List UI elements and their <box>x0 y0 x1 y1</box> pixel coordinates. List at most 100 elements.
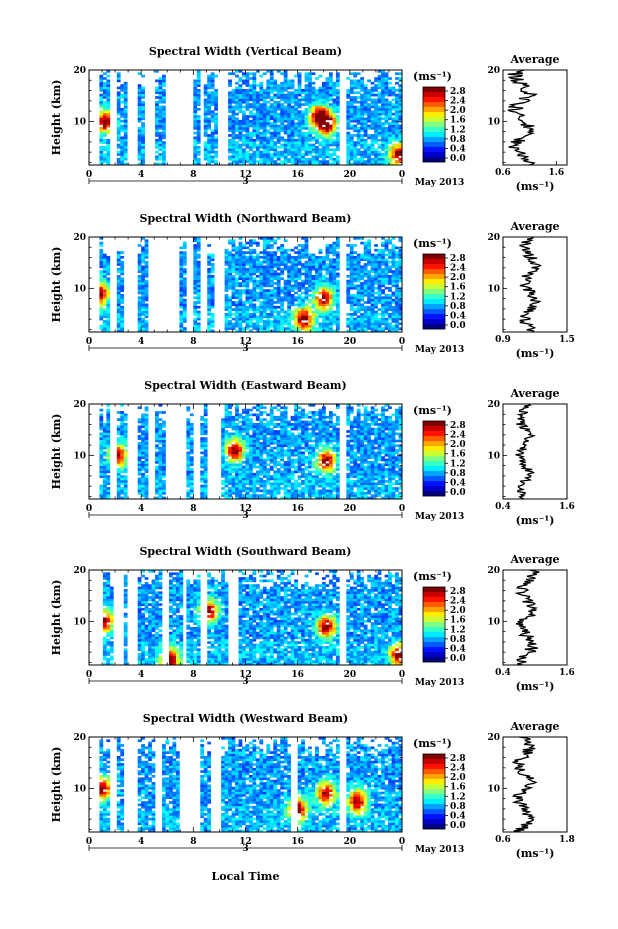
heatmap-cell <box>332 81 337 85</box>
heatmap-cell <box>304 98 309 102</box>
heatmap-cell <box>360 286 365 290</box>
heatmap-cell <box>242 329 246 333</box>
heatmap-cell <box>395 77 399 80</box>
heatmap-cell <box>252 315 257 319</box>
heatmap-cell <box>106 404 111 407</box>
heatmap-cell <box>325 146 330 149</box>
heatmap-cell <box>106 270 111 273</box>
heatmap-cell <box>325 270 330 273</box>
heatmap-cell <box>328 296 333 300</box>
heatmap-cell <box>318 313 323 316</box>
heatmap-cell <box>158 148 163 152</box>
heatmap-cell <box>294 310 298 314</box>
heatmap-cell <box>332 148 337 152</box>
heatmap-cell <box>328 248 333 252</box>
heatmap-cell <box>231 148 236 152</box>
heatmap-cell <box>294 260 298 264</box>
heatmap-cell <box>315 98 319 102</box>
heatmap-cell <box>262 260 267 264</box>
heatmap-cell <box>120 284 125 288</box>
heatmap-cell <box>353 84 358 87</box>
heatmap-cell <box>106 489 111 493</box>
heatmap-cell <box>318 265 323 269</box>
heatmap-cell <box>155 146 159 149</box>
heatmap-cell <box>137 105 142 109</box>
heatmap-cell <box>137 317 142 321</box>
heatmap-cell <box>276 157 281 161</box>
heatmap-cell <box>335 317 340 321</box>
heatmap-cell <box>262 267 267 271</box>
heatmap-cell <box>395 124 399 128</box>
heatmap-cell <box>297 256 302 259</box>
heatmap-cell <box>235 284 239 288</box>
heatmap-cell <box>99 301 104 304</box>
heatmap-cell <box>99 127 104 130</box>
heatmap-cell <box>304 134 309 137</box>
heatmap-cell <box>158 79 163 83</box>
heatmap-cell <box>116 458 121 462</box>
heatmap-cell <box>203 475 208 478</box>
heatmap-cell <box>304 308 309 311</box>
heatmap-cell <box>106 263 111 266</box>
heatmap-cell <box>269 81 274 85</box>
heatmap-cell <box>207 74 212 78</box>
heatmap-cell <box>381 89 385 92</box>
heatmap-cell <box>102 155 107 159</box>
heatmap-cell <box>116 124 121 128</box>
heatmap-cell <box>353 141 358 144</box>
heatmap-cell <box>224 270 229 273</box>
heatmap-cell <box>179 258 184 262</box>
heatmap-cell <box>297 289 302 292</box>
heatmap-cell <box>283 291 288 295</box>
heatmap-cell <box>137 430 142 433</box>
heatmap-cell <box>335 131 340 135</box>
heatmap-cell <box>311 275 316 278</box>
heatmap-cell <box>318 74 323 78</box>
heatmap-cell <box>335 275 340 278</box>
heatmap-cell <box>248 153 253 156</box>
heatmap-cell <box>189 487 194 490</box>
heatmap-cell <box>266 260 271 264</box>
heatmap-cell <box>280 308 285 311</box>
heatmap-cell <box>374 277 378 281</box>
colorbar-segment <box>423 157 445 163</box>
heatmap-cell <box>315 100 319 104</box>
heatmap-cell <box>294 265 298 269</box>
heatmap-cell <box>388 282 392 285</box>
heatmap-cell <box>374 322 378 326</box>
heatmap-cell <box>356 286 361 290</box>
heatmap-cell <box>301 256 305 259</box>
heatmap-cell <box>315 146 319 149</box>
heatmap-cell <box>360 282 365 285</box>
heatmap-cell <box>290 329 295 333</box>
heatmap-cell <box>182 258 187 262</box>
heatmap-cell <box>252 119 257 123</box>
heatmap-cell <box>367 324 371 328</box>
heatmap-cell <box>311 157 316 161</box>
heatmap-cell <box>210 155 215 159</box>
heatmap-cell <box>395 275 399 278</box>
heatmap-cell <box>297 93 302 97</box>
heatmap-cell <box>210 263 215 266</box>
heatmap-cell <box>395 289 399 292</box>
heatmap-cell <box>391 256 396 259</box>
heatmap-cell <box>381 155 385 159</box>
heatmap-cell <box>102 329 107 333</box>
heatmap-cell <box>360 253 365 257</box>
heatmap-cell <box>252 263 257 266</box>
heatmap-cell <box>158 96 163 99</box>
heatmap-cell <box>179 263 184 266</box>
heatmap-cell <box>363 327 368 330</box>
heatmap-cell <box>210 150 215 154</box>
heatmap-cell <box>238 84 243 87</box>
heatmap-cell <box>287 100 292 104</box>
heatmap-cell <box>207 279 212 283</box>
heatmap-cell <box>308 117 312 121</box>
heatmap-cell <box>186 446 191 450</box>
colorbar-tick-label: 2.8 <box>450 87 466 97</box>
heatmap-cell <box>252 296 257 300</box>
heatmap-cell <box>280 96 285 99</box>
heatmap-cell <box>370 143 375 147</box>
heatmap-cell <box>398 143 403 147</box>
heatmap-cell <box>381 122 385 125</box>
